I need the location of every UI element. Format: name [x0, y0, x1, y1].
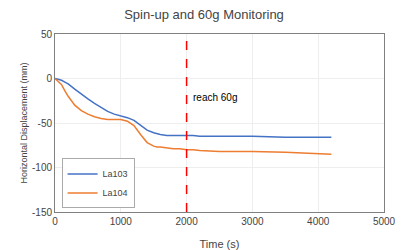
svg-text:reach 60g: reach 60g: [193, 92, 237, 103]
svg-text:5000: 5000: [373, 216, 396, 227]
svg-text:2000: 2000: [175, 216, 198, 227]
svg-text:-150: -150: [32, 207, 52, 218]
svg-text:La104: La104: [103, 188, 128, 198]
svg-text:50: 50: [41, 29, 53, 40]
svg-text:Time (s): Time (s): [200, 238, 240, 250]
svg-text:-100: -100: [32, 162, 52, 173]
svg-text:Horizontal Displacement (mm): Horizontal Displacement (mm): [19, 62, 29, 183]
svg-text:3000: 3000: [241, 216, 264, 227]
svg-text:0: 0: [46, 73, 52, 84]
svg-text:1000: 1000: [110, 216, 133, 227]
svg-text:La103: La103: [103, 169, 128, 179]
svg-text:0: 0: [52, 216, 58, 227]
svg-text:4000: 4000: [307, 216, 330, 227]
svg-text:-50: -50: [38, 118, 53, 129]
svg-text:Spin-up and 60g Monitoring: Spin-up and 60g Monitoring: [124, 7, 284, 22]
